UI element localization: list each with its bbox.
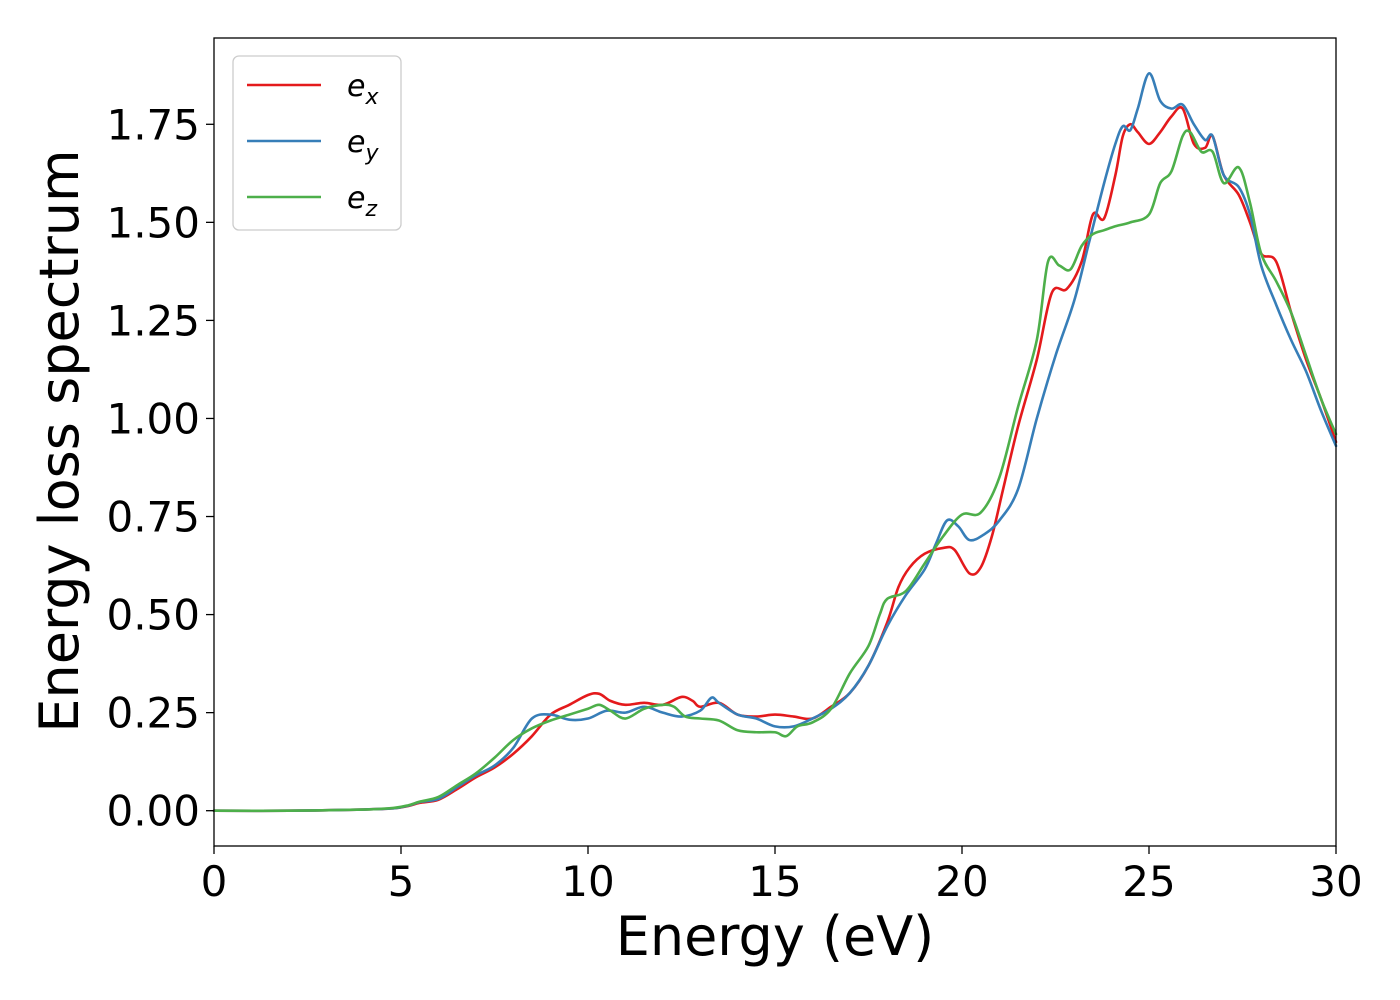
y-tick-label: 0.50	[106, 591, 200, 640]
y-tick-label: 1.00	[106, 394, 200, 443]
y-tick-label: 1.50	[106, 198, 200, 247]
x-tick-label: 30	[1309, 857, 1362, 906]
legend-box	[232, 55, 402, 231]
x-tick-label: 25	[1122, 857, 1175, 906]
y-tick-label: 0.25	[106, 689, 200, 738]
y-tick-label: 1.25	[106, 296, 200, 345]
x-tick-label: 0	[201, 857, 228, 906]
series-layer	[212, 71, 1338, 813]
legend-label-y: ey	[347, 125, 379, 166]
x-tick-label: 15	[748, 857, 801, 906]
x-axis: 0 5 10 15 20 25 30	[201, 846, 1363, 906]
legend-label-z: ez	[347, 181, 377, 222]
series-line-e-z	[212, 129, 1338, 813]
y-axis: 0.00 0.25 0.50 0.75 1.00 1.25 1.50 1.75	[106, 100, 214, 836]
legend: ex ey ez	[232, 55, 402, 231]
y-tick-label: 0.00	[106, 787, 200, 836]
legend-entries: ex ey ez	[247, 69, 379, 222]
y-tick-label: 0.75	[106, 493, 200, 542]
x-tick-label: 5	[388, 857, 415, 906]
legend-label-x: ex	[347, 69, 379, 110]
x-axis-label: Energy (eV)	[616, 905, 935, 968]
x-tick-label: 10	[561, 857, 614, 906]
series-line-e-y	[212, 71, 1338, 813]
y-axis-label: Energy loss spectrum	[28, 149, 91, 732]
y-tick-label: 1.75	[106, 100, 200, 149]
x-tick-label: 20	[935, 857, 988, 906]
